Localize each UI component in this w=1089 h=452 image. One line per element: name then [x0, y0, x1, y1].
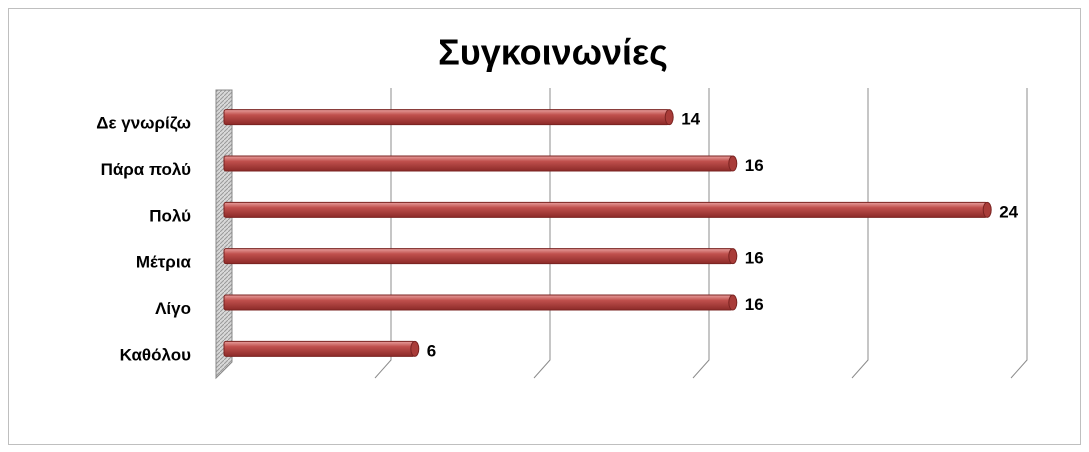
- bar: [223, 109, 674, 126]
- value-label: 14: [681, 110, 700, 129]
- bar: [223, 201, 992, 218]
- value-label: 16: [745, 156, 764, 175]
- grid-line: [374, 88, 392, 379]
- grid-line: [692, 88, 710, 379]
- grid-line: [851, 88, 869, 379]
- grid-line: [533, 88, 551, 379]
- y-tick-label: Πολύ: [149, 206, 191, 225]
- bar: [223, 248, 738, 265]
- y-tick-label: Δε γνωρίζω: [96, 114, 191, 133]
- value-label: 6: [427, 341, 436, 360]
- bar: [223, 340, 420, 357]
- grid-line: [1010, 88, 1028, 379]
- bar: [223, 294, 738, 311]
- y-tick-label: Πάρα πολύ: [101, 160, 192, 179]
- value-label: 16: [745, 295, 764, 314]
- chart-title: Συγκοινωνίες: [438, 32, 668, 73]
- y-tick-label: Καθόλου: [120, 345, 192, 364]
- side-wall: [215, 89, 233, 380]
- bar: [223, 155, 738, 172]
- y-tick-label: Μέτρια: [136, 253, 192, 272]
- y-tick-label: Λίγο: [155, 299, 191, 318]
- value-label: 16: [745, 249, 764, 268]
- value-label: 24: [999, 202, 1018, 221]
- chart-frame: [8, 8, 1081, 445]
